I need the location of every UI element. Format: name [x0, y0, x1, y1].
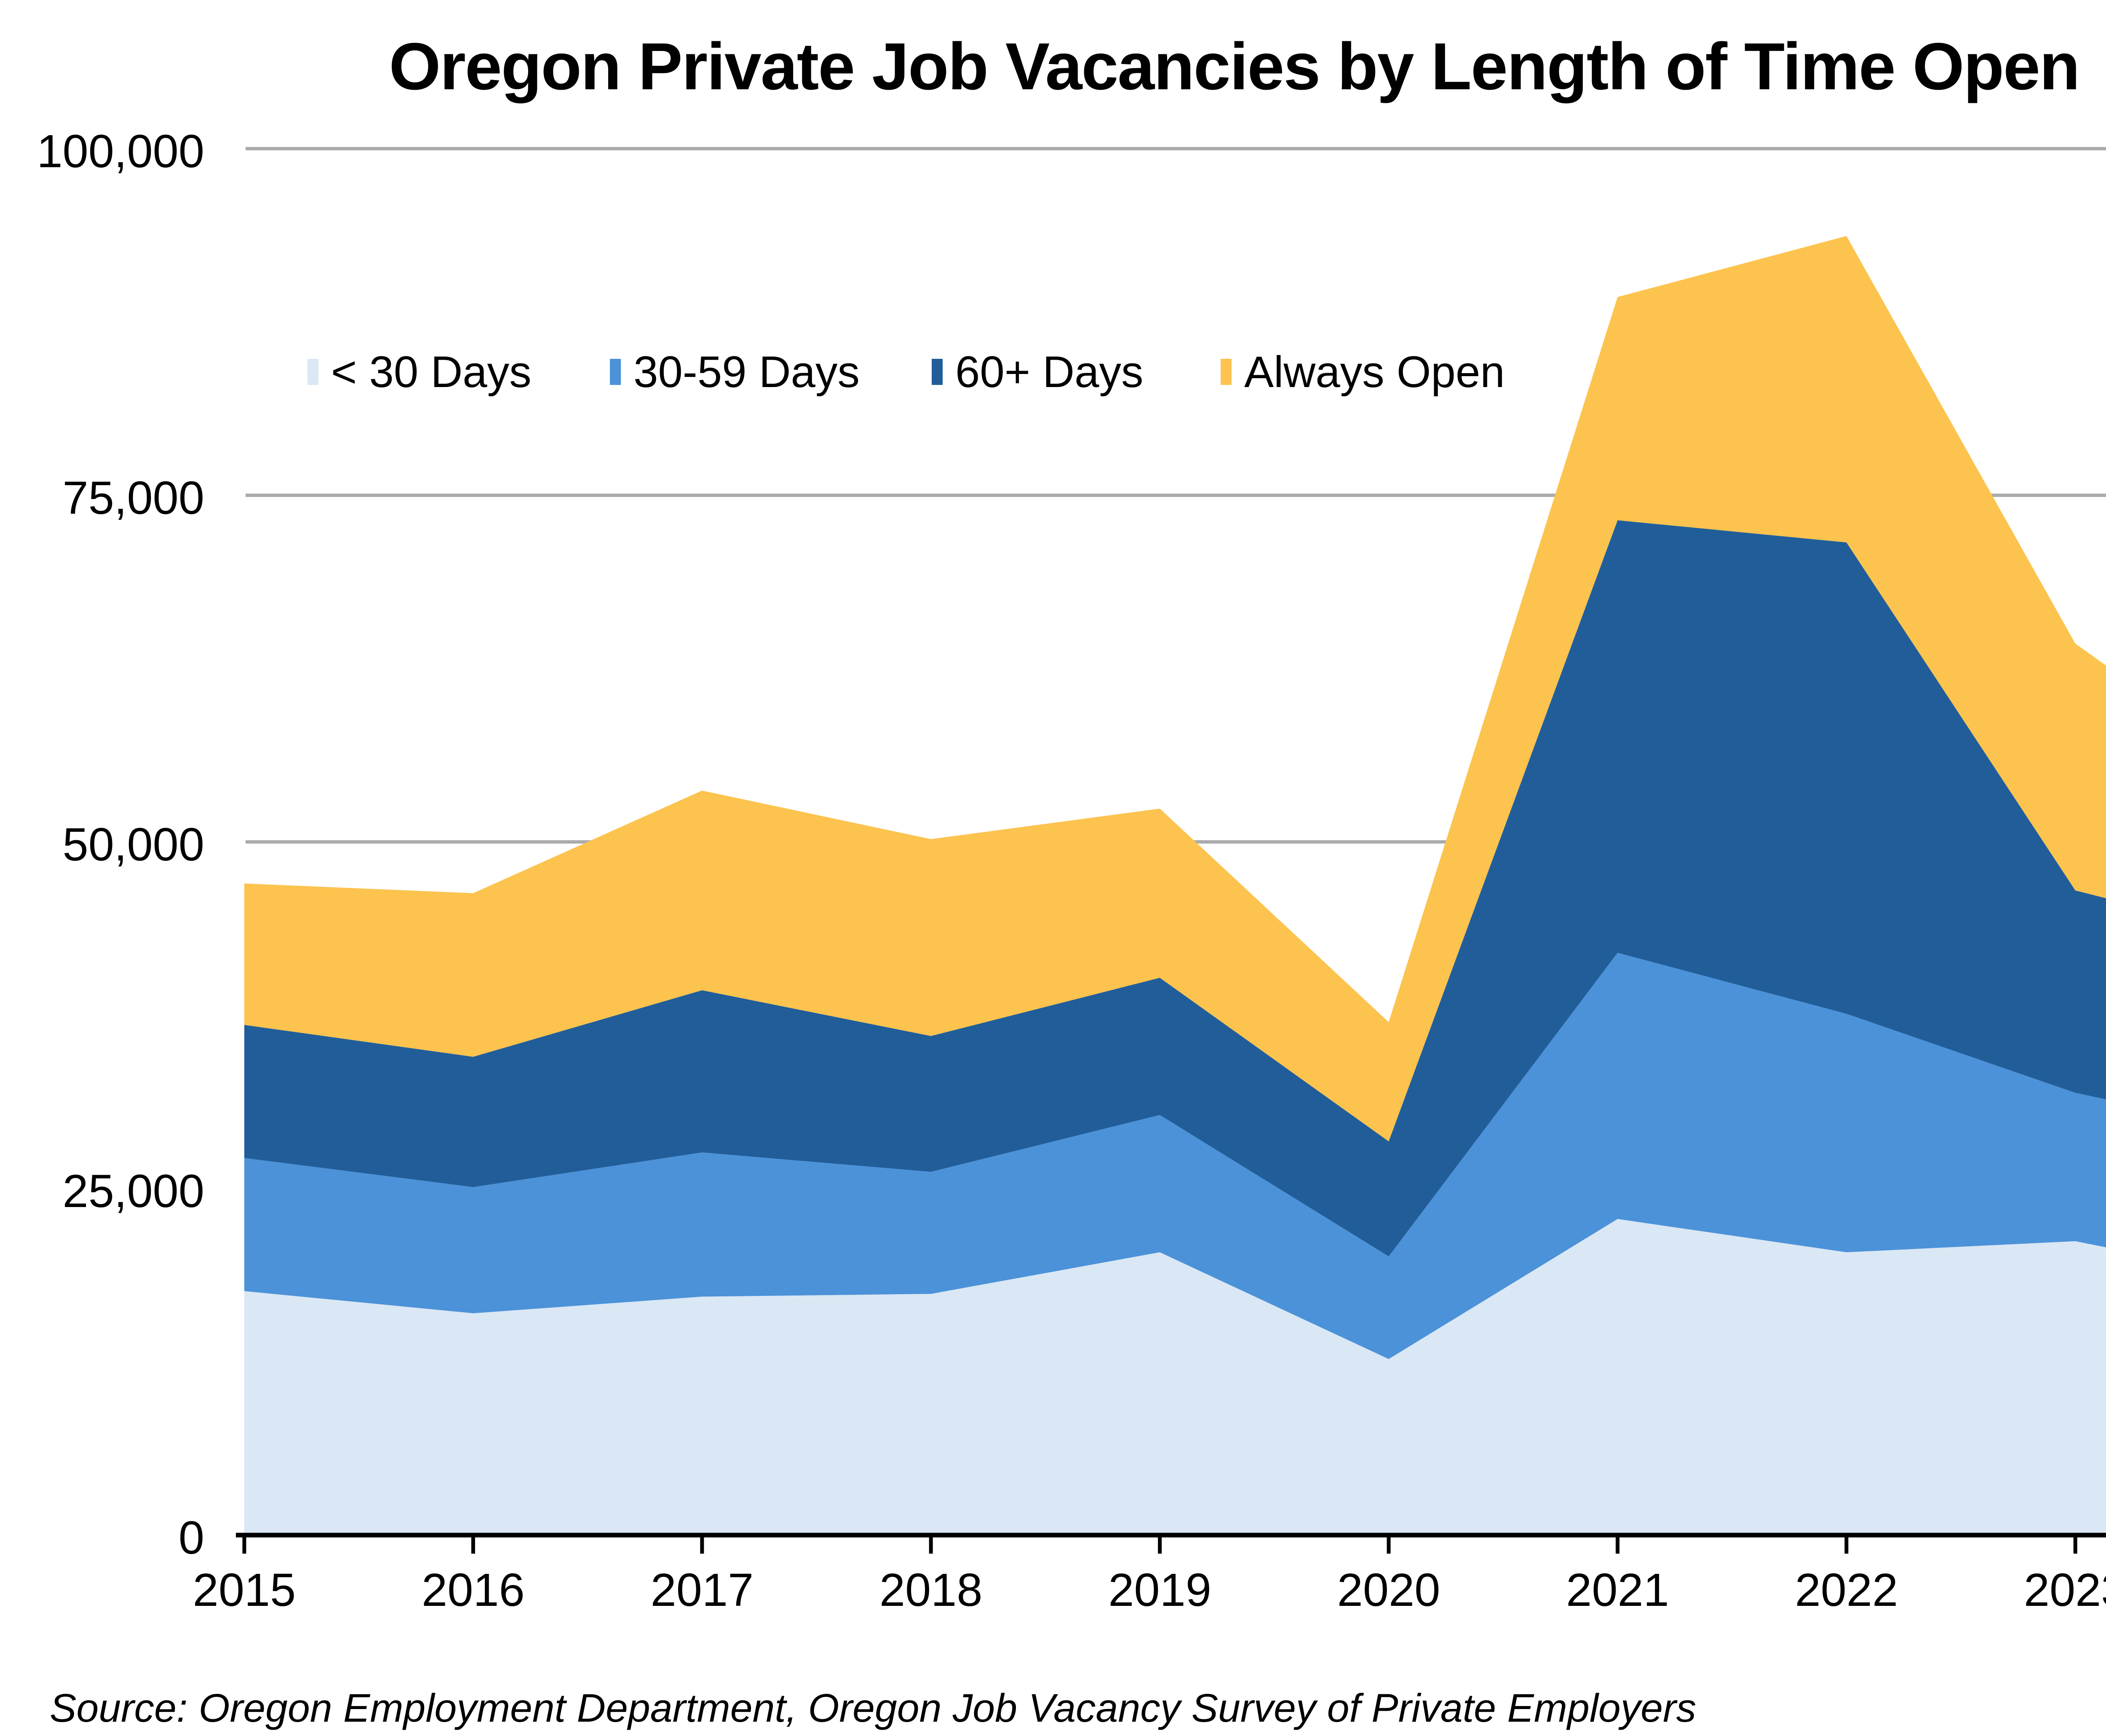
y-tick-label-25,000: 25,000 [62, 1165, 204, 1217]
chart-title: Oregon Private Job Vacancies by Length o… [389, 29, 2080, 104]
legend-item--30-days: < 30 Days [307, 350, 532, 394]
area-series-always-open [244, 236, 2106, 1142]
x-tick-label-2019: 2019 [1108, 1564, 1211, 1616]
x-tick-label-2023: 2023 [2023, 1564, 2106, 1616]
area-series--30-days [244, 1219, 2106, 1535]
x-tick-label-2016: 2016 [422, 1564, 525, 1616]
area-series-30-59-days [244, 953, 2106, 1359]
y-tick-label-50,000: 50,000 [62, 819, 204, 871]
legend-swatch-icon [610, 359, 621, 385]
legend-label: 60+ Days [955, 347, 1144, 397]
y-tick-label-75,000: 75,000 [62, 472, 204, 524]
y-tick-label-100,000: 100,000 [37, 126, 204, 177]
source-note: Source: Oregon Employment Department, Or… [50, 1686, 1697, 1731]
legend-label: < 30 Days [331, 347, 532, 397]
y-tick-label-0: 0 [178, 1512, 204, 1564]
x-tick-label-2020: 2020 [1337, 1564, 1441, 1616]
legend-label: 30-59 Days [633, 347, 860, 397]
x-tick-label-2015: 2015 [192, 1564, 296, 1616]
x-tick-label-2018: 2018 [879, 1564, 983, 1616]
legend-item-60-days: 60+ Days [932, 350, 1144, 394]
legend-item-always-open: Always Open [1221, 350, 1505, 394]
legend-label: Always Open [1244, 347, 1505, 397]
legend-item-30-59-days: 30-59 Days [610, 350, 860, 394]
legend-swatch-icon [932, 359, 943, 385]
legend-swatch-icon [1221, 359, 1232, 385]
legend-swatch-icon [307, 359, 318, 385]
x-tick-label-2022: 2022 [1795, 1564, 1898, 1616]
x-tick-label-2021: 2021 [1566, 1564, 1669, 1616]
area-series-60-days [244, 520, 2106, 1257]
x-tick-label-2017: 2017 [650, 1564, 754, 1616]
